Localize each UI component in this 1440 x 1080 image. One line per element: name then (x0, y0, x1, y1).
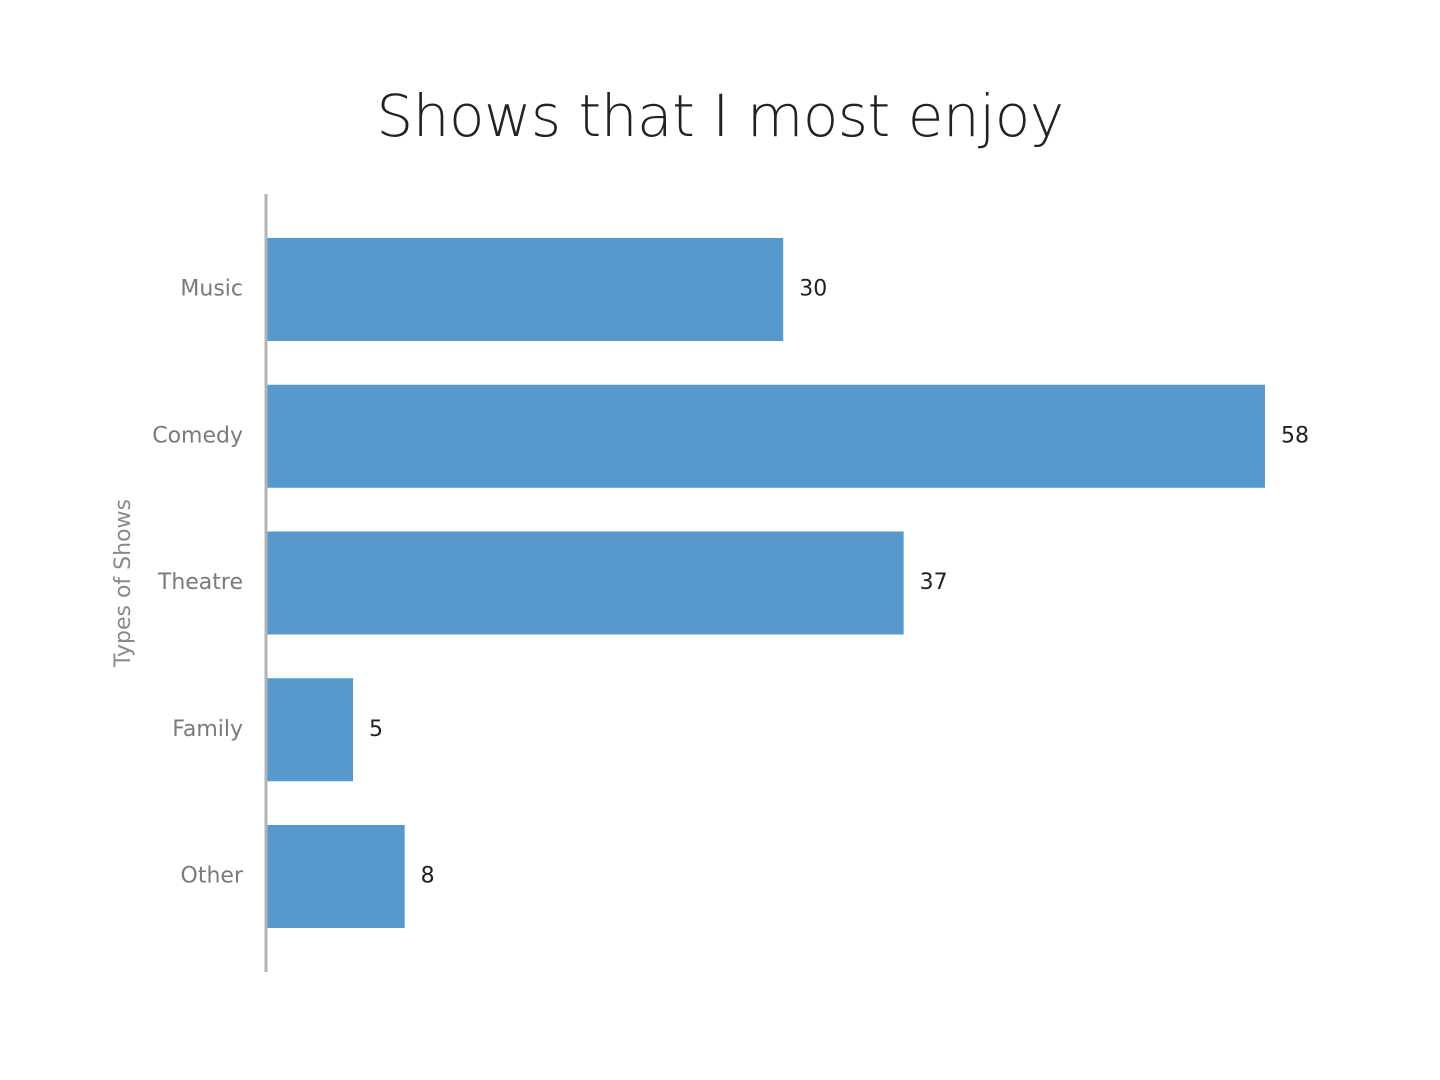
bar-other (267, 825, 405, 928)
bars-layer (267, 238, 1265, 928)
bar-family (267, 678, 354, 782)
category-label-music: Music (180, 277, 243, 302)
value-label-family: 5 (369, 717, 383, 742)
y-axis-title: Types of Shows (111, 499, 136, 668)
bar-theatre (267, 531, 904, 635)
labels-layer: Music 30 Comedy 58 Theatre 37 Family 5 Other 8 (152, 277, 1309, 889)
value-label-music: 30 (799, 277, 827, 302)
value-label-other: 8 (421, 864, 435, 889)
value-label-theatre: 37 (920, 570, 948, 595)
category-label-comedy: Comedy (152, 423, 243, 448)
bar-comedy (267, 384, 1265, 488)
category-label-other: Other (181, 864, 244, 889)
chart-title: Shows that I most enjoy (376, 82, 1064, 150)
category-label-theatre: Theatre (157, 570, 243, 595)
category-label-family: Family (172, 717, 243, 742)
bar-music (267, 238, 784, 341)
value-label-comedy: 58 (1281, 423, 1309, 448)
